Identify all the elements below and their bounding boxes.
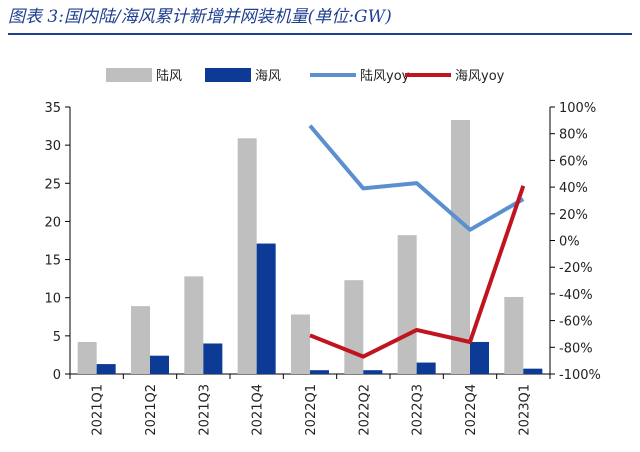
left-tick-label: 35 xyxy=(44,101,61,116)
right-tick-label: -20% xyxy=(559,261,593,276)
right-tick-label: 100% xyxy=(559,101,596,116)
left-tick-label: 10 xyxy=(44,292,61,307)
right-tick-label: 80% xyxy=(559,128,588,143)
onshore-bar xyxy=(397,235,417,374)
legend-label: 海风 xyxy=(255,69,281,84)
left-tick-label: 15 xyxy=(44,254,61,269)
right-tick-label: -40% xyxy=(559,288,593,303)
offshore-bar xyxy=(470,341,489,374)
x-tick-label: 2021Q3 xyxy=(197,384,212,436)
x-tick-label: 2021Q4 xyxy=(251,384,266,436)
offshore-bar xyxy=(203,343,223,374)
onshore-yoy-line xyxy=(308,124,525,232)
onshore-bar xyxy=(451,119,470,375)
onshore-bar xyxy=(504,296,524,374)
x-tick-label: 2022Q1 xyxy=(304,384,319,436)
offshore-bar xyxy=(96,364,116,374)
legend-swatch xyxy=(106,68,152,82)
x-tick-label: 2022Q2 xyxy=(357,384,372,436)
onshore-bar xyxy=(291,314,310,374)
offshore-bar xyxy=(310,370,329,374)
offshore-bar xyxy=(363,370,383,374)
onshore-bar xyxy=(237,138,257,374)
x-tick-label: 2023Q1 xyxy=(517,384,532,436)
right-tick-label: 0% xyxy=(559,235,580,250)
onshore-bar xyxy=(184,276,204,374)
right-tick-label: 40% xyxy=(559,181,588,196)
x-tick-label: 2021Q1 xyxy=(91,384,106,436)
onshore-bar xyxy=(344,280,364,374)
offshore-bar xyxy=(256,243,276,374)
right-tick-label: -60% xyxy=(559,315,593,330)
x-tick-label: 2022Q4 xyxy=(464,384,479,436)
legend-label: 海风yoy xyxy=(455,69,505,84)
left-tick-label: 30 xyxy=(44,139,61,154)
offshore-bar xyxy=(150,355,169,374)
offshore-yoy-line xyxy=(309,185,526,359)
right-tick-label: 60% xyxy=(559,154,588,169)
x-tick-label: 2021Q2 xyxy=(144,384,159,436)
right-tick-label: 20% xyxy=(559,208,588,223)
offshore-bar xyxy=(523,368,543,374)
offshore-bar xyxy=(416,362,436,374)
x-tick-label: 2022Q3 xyxy=(411,384,426,436)
onshore-bar xyxy=(131,306,150,374)
legend-label: 陆风yoy xyxy=(360,68,410,84)
left-tick-label: 20 xyxy=(44,215,61,230)
legend-swatch xyxy=(205,68,251,82)
title-divider xyxy=(8,33,632,35)
figure-title: 图表 3:国内陆/海风累计新增并网装机量(单位:GW) xyxy=(8,7,392,27)
left-tick-label: 25 xyxy=(44,177,61,192)
left-tick-label: 0 xyxy=(53,368,61,383)
right-tick-label: -80% xyxy=(559,341,593,356)
onshore-bar xyxy=(77,341,97,374)
legend-label: 陆风 xyxy=(156,68,182,84)
left-tick-label: 5 xyxy=(53,330,61,345)
right-tick-label: -100% xyxy=(559,368,601,383)
